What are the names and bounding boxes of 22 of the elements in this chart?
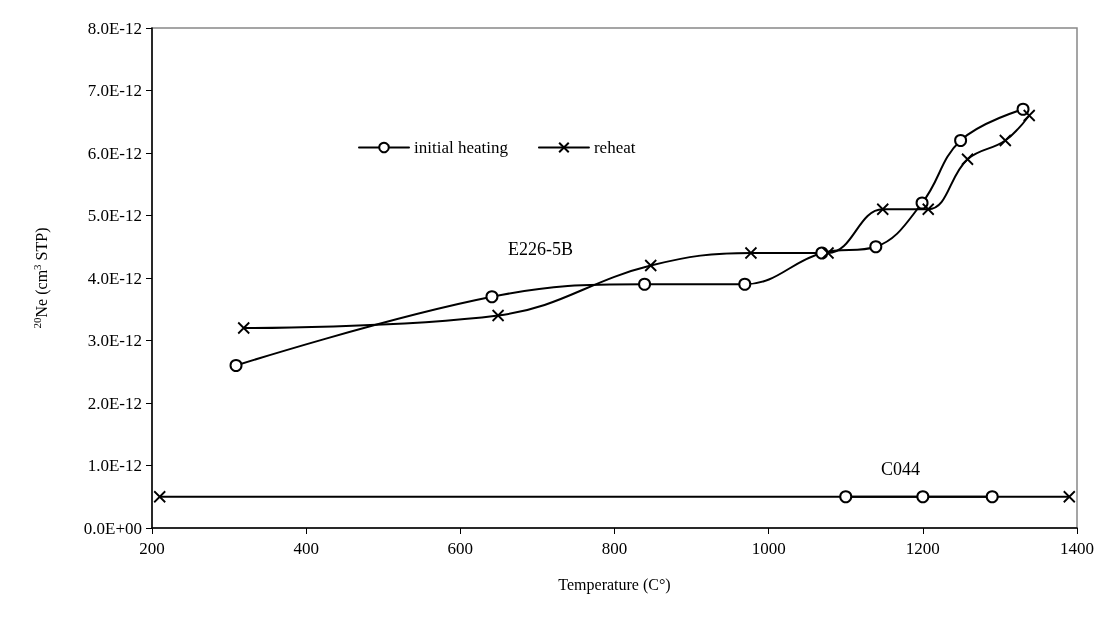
y-tick-label: 5.0E-12 <box>87 206 142 225</box>
x-tick-label: 800 <box>601 539 628 558</box>
y-axis-title: 20Ne (cm3 STP) <box>30 227 51 329</box>
y-tick-label: 4.0E-12 <box>87 268 142 288</box>
annotation: C044 <box>881 459 921 479</box>
x-tick-label: 600 <box>447 539 474 558</box>
y-tick-label: 6.0E-12 <box>87 143 142 163</box>
x-tick-label: 400 <box>293 539 319 558</box>
x-tick-label: 1200 <box>905 539 940 558</box>
y-tick-label: 3.0E-12 <box>87 331 142 350</box>
legend-label: initial heating <box>414 138 509 157</box>
y-tick-label: 8.0E-12 <box>87 18 142 38</box>
x-axis-title: Temperature (C°) <box>558 575 671 594</box>
x-tick-label: 1000 <box>751 539 786 558</box>
y-tick-label: 0.0E+00 <box>83 518 142 538</box>
x-tick-label: 200 <box>139 539 165 558</box>
legend-label: reheat <box>593 138 636 157</box>
y-tick-label: 1.0E-12 <box>87 456 142 475</box>
annotation: E226-5B <box>508 239 573 259</box>
y-tick-label: 2.0E-12 <box>87 393 142 413</box>
x-tick-label: 1400 <box>1060 539 1094 558</box>
y-tick-label: 7.0E-12 <box>87 81 142 100</box>
